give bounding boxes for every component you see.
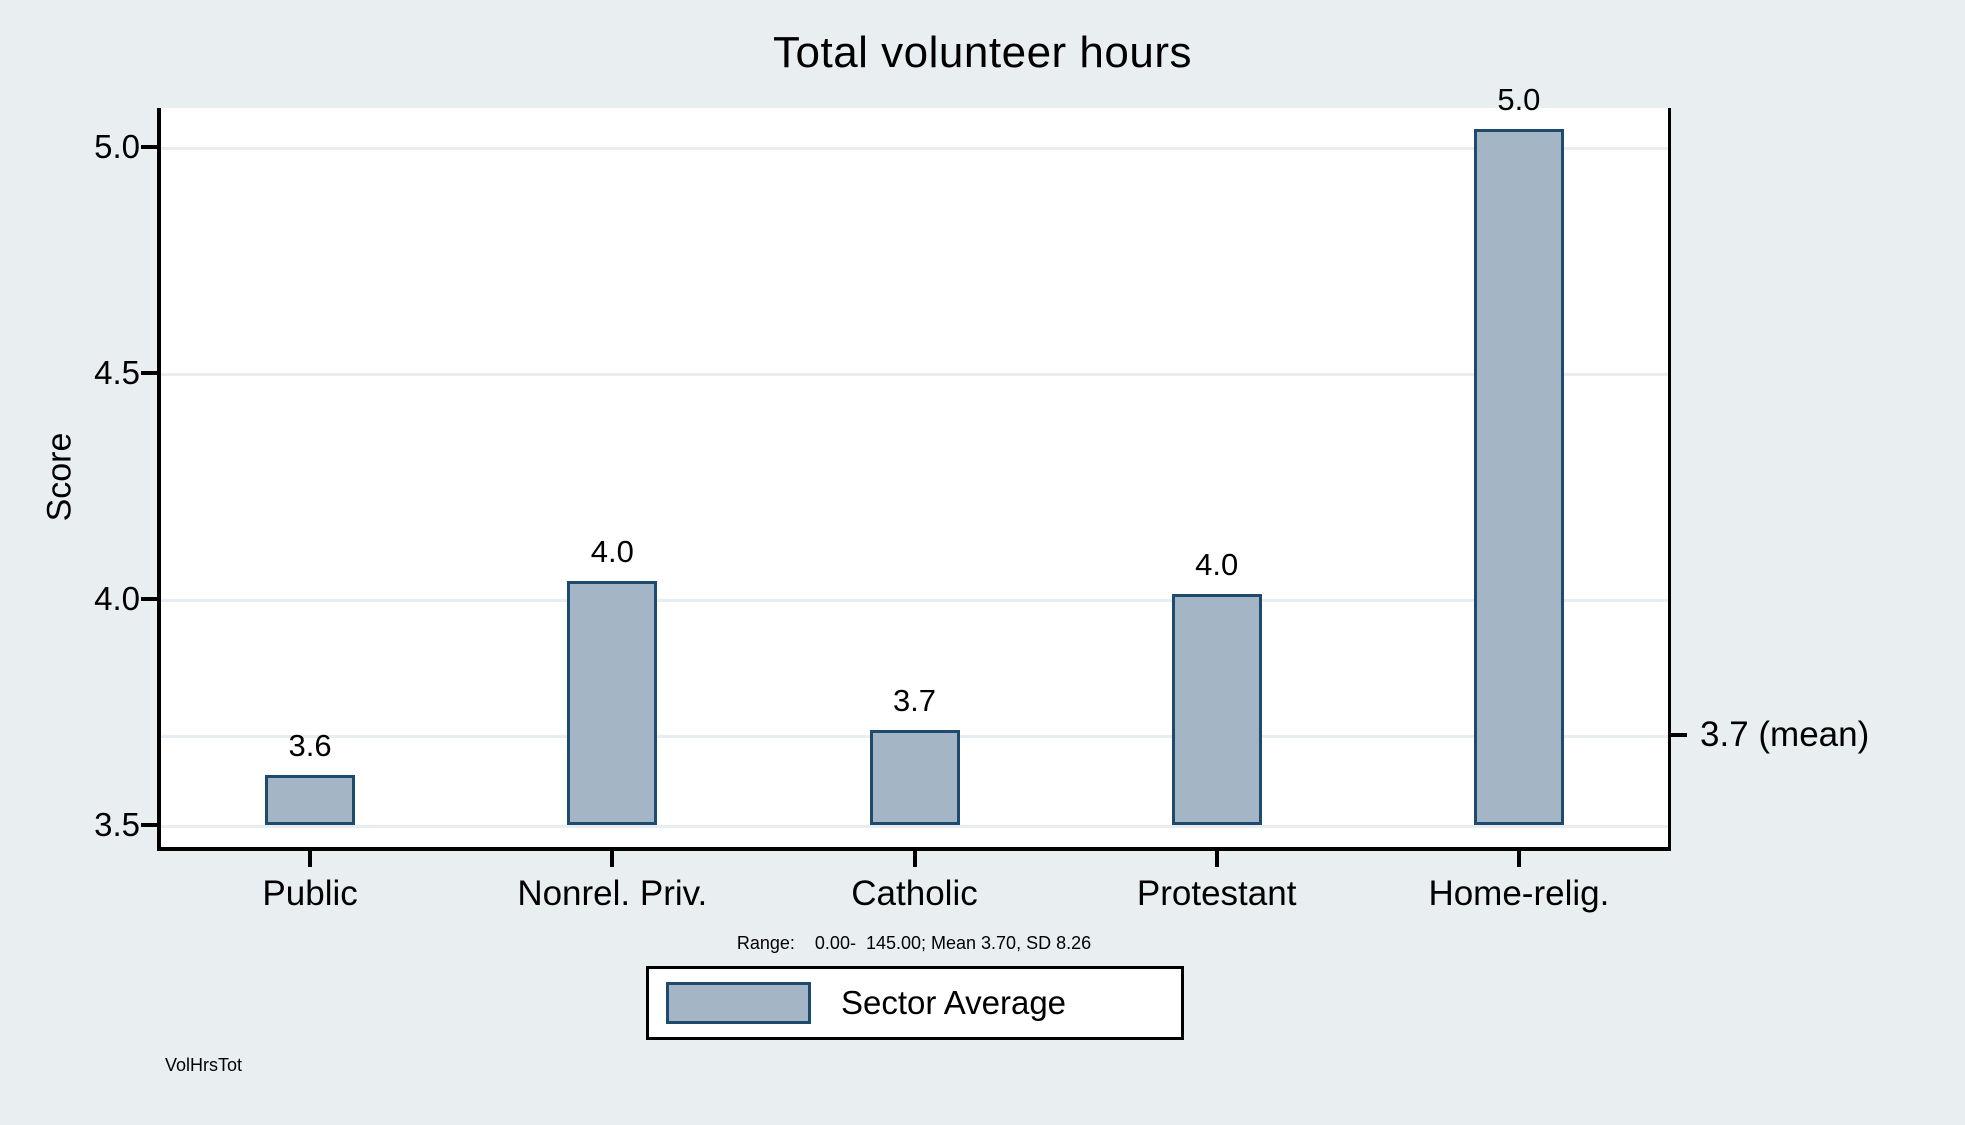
bar-nonrel-priv <box>567 580 658 825</box>
x-axis-tick <box>912 851 917 867</box>
y-tick-label: 5.0 <box>94 128 140 165</box>
plot-area <box>159 108 1670 847</box>
mean-axis-tick <box>1671 732 1687 737</box>
x-category-label: Public <box>262 874 358 913</box>
variable-name-caption: VolHrsTot <box>165 1055 243 1075</box>
gridline <box>159 147 1670 150</box>
bar-public <box>265 775 356 825</box>
x-category-label: Home-relig. <box>1428 874 1610 913</box>
chart-title: Total volunteer hours <box>773 28 1192 77</box>
x-axis-line <box>157 847 1671 851</box>
legend: Sector Average <box>646 966 1184 1040</box>
x-axis-tick <box>610 851 615 867</box>
x-category-label: Protestant <box>1136 874 1297 913</box>
y-axis-tick <box>141 823 157 827</box>
gridline <box>159 599 1670 602</box>
y-tick-label: 4.0 <box>94 580 140 617</box>
x-category-label: Nonrel. Priv. <box>517 874 708 913</box>
y-axis-tick <box>141 145 157 149</box>
legend-swatch-sector-average <box>666 982 811 1024</box>
y-axis-line-left <box>157 108 161 851</box>
x-axis-tick <box>1214 851 1219 867</box>
bar-value-label: 4.0 <box>1195 547 1239 583</box>
chart-note: Range: 0.00- 145.00; Mean 3.70, SD 8.26 <box>736 933 1092 953</box>
y-axis-line-right <box>1668 108 1671 847</box>
mean-reference-label: 3.7 (mean) <box>1700 714 1870 754</box>
gridline <box>159 825 1670 828</box>
bar-protestant <box>1171 594 1262 825</box>
x-category-label: Catholic <box>851 874 978 913</box>
y-tick-label: 3.5 <box>94 806 140 843</box>
bar-home-relig <box>1473 128 1564 825</box>
x-axis-tick <box>1516 851 1521 867</box>
bar-value-label: 4.0 <box>590 533 634 569</box>
legend-label: Sector Average <box>841 984 1067 1021</box>
gridline <box>159 373 1670 376</box>
y-tick-label: 4.5 <box>94 354 140 391</box>
bar-catholic <box>869 730 960 825</box>
bar-value-label: 3.7 <box>892 683 937 719</box>
y-axis-tick <box>141 371 157 375</box>
y-axis-title: Score <box>40 432 79 522</box>
y-axis-tick <box>141 597 157 601</box>
bar-value-label: 5.0 <box>1497 81 1541 117</box>
x-axis-tick <box>308 851 313 867</box>
bar-value-label: 3.6 <box>288 728 332 764</box>
